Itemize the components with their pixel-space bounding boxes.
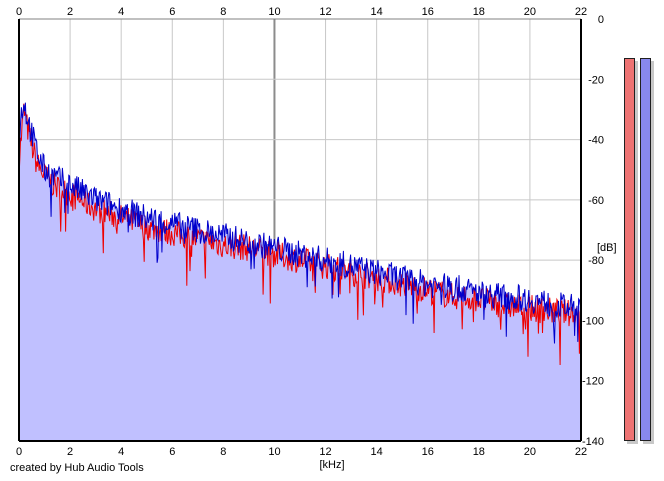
x-tick-label-bottom: 16 — [422, 446, 434, 458]
y-tick-label: 0 — [598, 14, 604, 26]
x-tick-label-bottom: 22 — [575, 446, 587, 458]
y-tick-label: -20 — [588, 74, 604, 86]
y-tick-label: -80 — [588, 255, 604, 267]
y-tick-label: -140 — [582, 436, 604, 448]
x-tick-label-top: 6 — [169, 6, 175, 18]
y-axis-ticks: 0 -20 -40 -60 -80 -100 -120 -140 — [582, 14, 604, 448]
series-line-left — [18, 103, 582, 366]
x-tick-label-bottom: 0 — [16, 446, 22, 458]
credit-text: created by Hub Audio Tools — [10, 462, 144, 474]
y-tick-label: -60 — [588, 195, 604, 207]
x-tick-label-top: 0 — [16, 6, 22, 18]
x-tick-label-top: 2 — [67, 6, 73, 18]
level-meter-left — [624, 58, 635, 441]
y-axis-label: [dB] — [597, 242, 617, 254]
x-tick-label-bottom: 4 — [118, 446, 124, 458]
x-tick-label-bottom: 20 — [524, 446, 536, 458]
spectrum-fill — [19, 102, 581, 441]
y-tick-label: -120 — [582, 376, 604, 388]
x-tick-label-top: 20 — [524, 6, 536, 18]
x-axis-label: [kHz] — [319, 459, 344, 471]
x-tick-label-top: 10 — [268, 6, 280, 18]
x-tick-label-top: 22 — [575, 6, 587, 18]
x-tick-label-top: 12 — [319, 6, 331, 18]
x-tick-label-top: 4 — [118, 6, 124, 18]
x-tick-label-bottom: 12 — [319, 446, 331, 458]
level-meter-right — [640, 58, 651, 441]
x-tick-label-bottom: 8 — [220, 446, 226, 458]
x-tick-label-bottom: 18 — [473, 446, 485, 458]
x-tick-label-bottom: 10 — [268, 446, 280, 458]
x-tick-label-top: 18 — [473, 6, 485, 18]
x-tick-label-top: 16 — [422, 6, 434, 18]
y-tick-label: -40 — [588, 135, 604, 147]
y-tick-label: -100 — [582, 315, 604, 327]
x-tick-label-bottom: 14 — [371, 446, 383, 458]
x-tick-label-bottom: 2 — [67, 446, 73, 458]
series-line-right — [18, 102, 582, 344]
x-tick-label-bottom: 6 — [169, 446, 175, 458]
x-tick-label-top: 8 — [220, 6, 226, 18]
x-tick-label-top: 14 — [371, 6, 383, 18]
